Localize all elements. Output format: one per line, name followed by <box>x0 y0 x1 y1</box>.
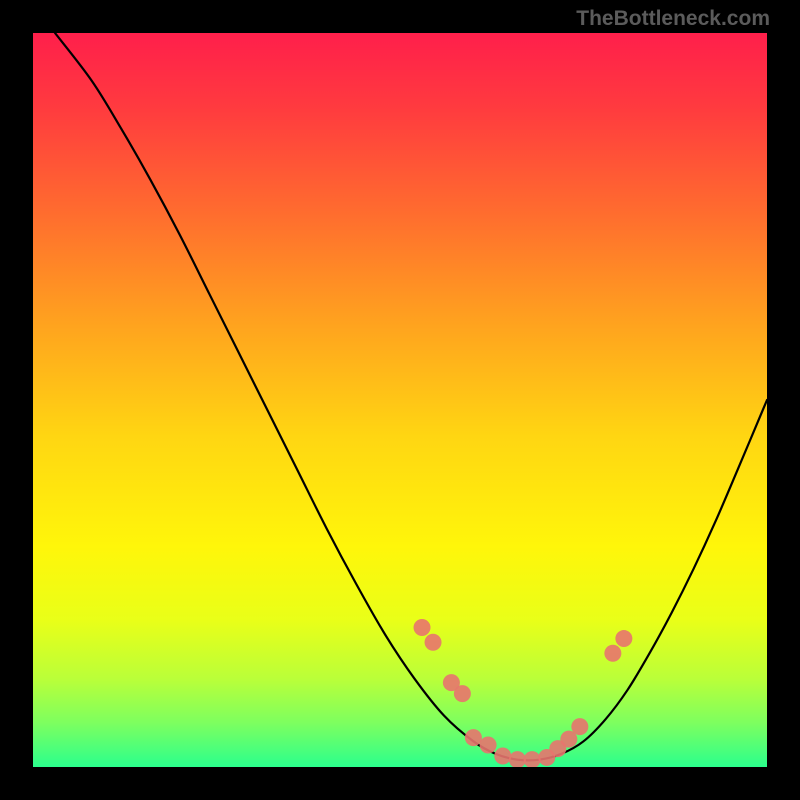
scatter-point <box>604 645 621 662</box>
plot-area <box>33 33 767 767</box>
scatter-point <box>494 747 511 764</box>
scatter-point <box>465 729 482 746</box>
attribution-text: TheBottleneck.com <box>576 7 770 31</box>
scatter-group <box>414 619 633 767</box>
scatter-point <box>509 751 526 767</box>
scatter-point <box>571 718 588 735</box>
scatter-point <box>524 751 541 767</box>
scatter-point <box>454 685 471 702</box>
scatter-point <box>425 634 442 651</box>
scatter-point <box>414 619 431 636</box>
chart-svg <box>33 33 767 767</box>
scatter-point <box>615 630 632 647</box>
bottleneck-curve <box>55 33 767 760</box>
chart-stage: TheBottleneck.com <box>0 0 800 800</box>
scatter-point <box>480 736 497 753</box>
